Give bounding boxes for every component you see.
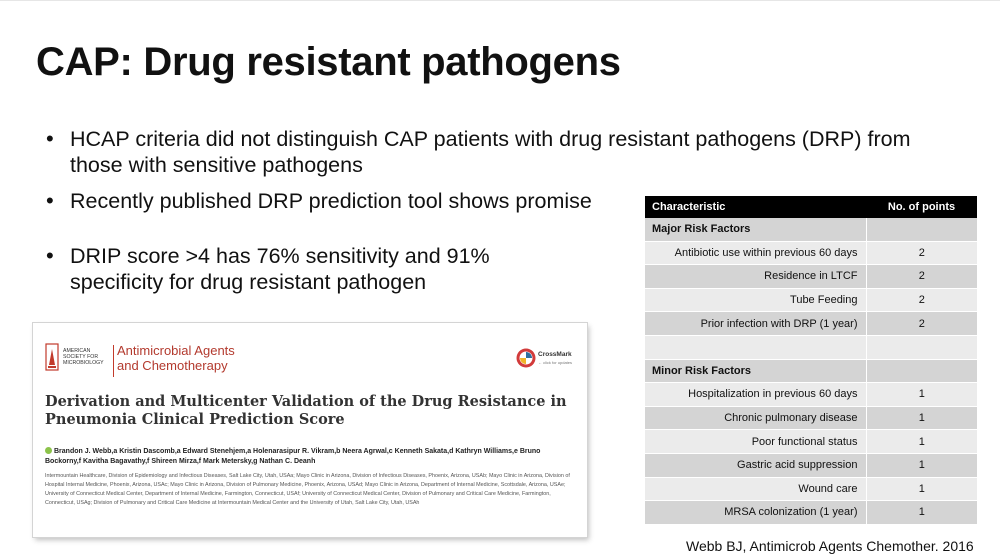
paper-header-image: American Society for Microbiology Antimi… [33, 323, 587, 537]
citation: Webb BJ, Antimicrob Agents Chemother. 20… [686, 538, 974, 554]
table-row: Chronic pulmonary disease 1 [645, 406, 977, 431]
points-cell: 1 [865, 500, 977, 525]
asm-logo-icon [45, 343, 59, 371]
slide-title: CAP: Drug resistant pathogens [36, 40, 621, 84]
article-title: Derivation and Multicenter Validation of… [45, 393, 567, 428]
section-label: Minor Risk Factors [645, 359, 866, 384]
characteristic-cell: Gastric acid suppression [645, 453, 866, 478]
publisher-name: American Society for Microbiology [63, 348, 104, 367]
points-cell: 2 [865, 241, 977, 266]
points-cell: 1 [865, 406, 977, 431]
table-body: Major Risk Factors Antibiotic use within … [645, 218, 977, 525]
table-row: Hospitalization in previous 60 days 1 [645, 382, 977, 407]
characteristic-cell: Poor functional status [645, 429, 866, 454]
table-row: Gastric acid suppression 1 [645, 453, 977, 478]
table-section-row: Minor Risk Factors [645, 359, 977, 384]
characteristic-cell: MRSA colonization (1 year) [645, 500, 866, 525]
article-affiliations: Intermountain Healthcare, Division of Ep… [45, 473, 570, 506]
crossmark-sublabel: ← click for updates [538, 360, 573, 365]
journal-name: Antimicrobial Agents and Chemotherapy [117, 343, 235, 373]
points-cell [865, 359, 977, 384]
table-row: Wound care 1 [645, 477, 977, 502]
table-row: Tube Feeding 2 [645, 288, 977, 313]
section-label: Major Risk Factors [645, 218, 866, 242]
header-points: No. of points [866, 196, 977, 218]
article-authors: Brandon J. Webb,a Kristin Dascomb,a Edwa… [45, 447, 575, 467]
points-cell [865, 218, 977, 242]
crossmark-icon [516, 348, 536, 368]
journal-divider [113, 345, 114, 377]
points-cell: 1 [865, 429, 977, 454]
characteristic-cell: Tube Feeding [645, 288, 866, 313]
table-row: Poor functional status 1 [645, 429, 977, 454]
points-cell: 1 [865, 453, 977, 478]
points-cell: 2 [865, 288, 977, 313]
crossmark-label: CrossMark [538, 351, 572, 358]
table-row: Antibiotic use within previous 60 days 2 [645, 241, 977, 266]
characteristic-cell: Prior infection with DRP (1 year) [645, 311, 866, 336]
points-cell: 2 [865, 264, 977, 289]
points-cell: 1 [865, 382, 977, 407]
characteristic-cell: Hospitalization in previous 60 days [645, 382, 866, 407]
authors-text: Brandon J. Webb,a Kristin Dascomb,a Edwa… [45, 448, 541, 465]
orcid-icon [45, 447, 52, 454]
points-cell [865, 335, 977, 360]
characteristic-cell: Residence in LTCF [645, 264, 866, 289]
bullet-drip-score: DRIP score >4 has 76% sensitivity and 91… [46, 243, 540, 295]
bullet-drp-tool: Recently published DRP prediction tool s… [46, 188, 926, 214]
characteristic-cell [645, 335, 866, 360]
table-row [645, 335, 977, 360]
header-characteristic: Characteristic [645, 196, 866, 218]
characteristic-cell: Chronic pulmonary disease [645, 406, 866, 431]
characteristic-cell: Wound care [645, 477, 866, 502]
top-divider [0, 0, 1000, 1]
bullet-hcap: HCAP criteria did not distinguish CAP pa… [46, 126, 920, 178]
table-row: Residence in LTCF 2 [645, 264, 977, 289]
drip-score-table: Characteristic No. of points Major Risk … [645, 196, 977, 525]
table-row: MRSA colonization (1 year) 1 [645, 500, 977, 525]
bullet-list: HCAP criteria did not distinguish CAP pa… [46, 126, 926, 295]
characteristic-cell: Antibiotic use within previous 60 days [645, 241, 866, 266]
table-row: Prior infection with DRP (1 year) 2 [645, 311, 977, 336]
table-header-row: Characteristic No. of points [645, 196, 977, 218]
points-cell: 2 [865, 311, 977, 336]
points-cell: 1 [865, 477, 977, 502]
table-section-row: Major Risk Factors [645, 218, 977, 242]
